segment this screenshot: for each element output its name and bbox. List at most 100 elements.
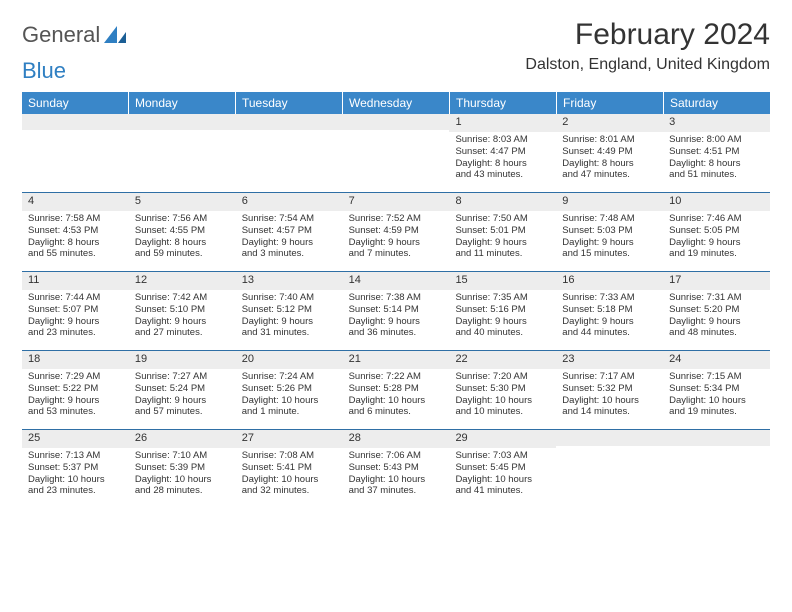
daylight1-text: Daylight: 10 hours <box>455 395 550 407</box>
daylight2-text: and 1 minute. <box>242 406 337 418</box>
sunrise-text: Sunrise: 7:17 AM <box>562 371 657 383</box>
day-number: 19 <box>129 351 236 369</box>
sunset-text: Sunset: 4:55 PM <box>135 225 230 237</box>
sunset-text: Sunset: 5:37 PM <box>28 462 123 474</box>
daylight1-text: Daylight: 10 hours <box>455 474 550 486</box>
day-number: 24 <box>663 351 770 369</box>
day-header: Wednesday <box>343 92 450 114</box>
day-cell <box>236 114 343 192</box>
day-cell: 19Sunrise: 7:27 AMSunset: 5:24 PMDayligh… <box>129 351 236 429</box>
day-number: 14 <box>343 272 450 290</box>
daylight1-text: Daylight: 9 hours <box>562 316 657 328</box>
calendar-page: General February 2024 Dalston, England, … <box>0 0 792 526</box>
day-cell: 27Sunrise: 7:08 AMSunset: 5:41 PMDayligh… <box>236 430 343 508</box>
day-number: 15 <box>449 272 556 290</box>
day-cell: 24Sunrise: 7:15 AMSunset: 5:34 PMDayligh… <box>663 351 770 429</box>
day-cell: 26Sunrise: 7:10 AMSunset: 5:39 PMDayligh… <box>129 430 236 508</box>
daylight1-text: Daylight: 8 hours <box>28 237 123 249</box>
daylight2-text: and 23 minutes. <box>28 327 123 339</box>
day-cell: 1Sunrise: 8:03 AMSunset: 4:47 PMDaylight… <box>449 114 556 192</box>
daylight2-text: and 19 minutes. <box>669 248 764 260</box>
day-header: Sunday <box>22 92 129 114</box>
sunrise-text: Sunrise: 7:20 AM <box>455 371 550 383</box>
day-cell: 6Sunrise: 7:54 AMSunset: 4:57 PMDaylight… <box>236 193 343 271</box>
day-body: Sunrise: 7:52 AMSunset: 4:59 PMDaylight:… <box>343 211 450 265</box>
week-row: 4Sunrise: 7:58 AMSunset: 4:53 PMDaylight… <box>22 193 770 272</box>
sunrise-text: Sunrise: 7:31 AM <box>669 292 764 304</box>
day-number: 28 <box>343 430 450 448</box>
day-header: Saturday <box>664 92 770 114</box>
day-number: 9 <box>556 193 663 211</box>
day-cell: 15Sunrise: 7:35 AMSunset: 5:16 PMDayligh… <box>449 272 556 350</box>
sunset-text: Sunset: 5:28 PM <box>349 383 444 395</box>
day-number: 6 <box>236 193 343 211</box>
day-body: Sunrise: 7:15 AMSunset: 5:34 PMDaylight:… <box>663 369 770 423</box>
day-body <box>343 130 450 136</box>
day-number: 5 <box>129 193 236 211</box>
day-body: Sunrise: 7:17 AMSunset: 5:32 PMDaylight:… <box>556 369 663 423</box>
sunset-text: Sunset: 4:51 PM <box>669 146 764 158</box>
day-cell: 14Sunrise: 7:38 AMSunset: 5:14 PMDayligh… <box>343 272 450 350</box>
daylight1-text: Daylight: 10 hours <box>349 395 444 407</box>
day-number: 13 <box>236 272 343 290</box>
day-body: Sunrise: 7:58 AMSunset: 4:53 PMDaylight:… <box>22 211 129 265</box>
sunset-text: Sunset: 5:07 PM <box>28 304 123 316</box>
day-body: Sunrise: 7:24 AMSunset: 5:26 PMDaylight:… <box>236 369 343 423</box>
daylight2-text: and 37 minutes. <box>349 485 444 497</box>
daylight1-text: Daylight: 9 hours <box>242 316 337 328</box>
sunrise-text: Sunrise: 7:22 AM <box>349 371 444 383</box>
brand-word-2: Blue <box>22 58 66 84</box>
day-number <box>556 430 663 446</box>
day-number <box>343 114 450 130</box>
day-body: Sunrise: 7:22 AMSunset: 5:28 PMDaylight:… <box>343 369 450 423</box>
day-number <box>236 114 343 130</box>
daylight1-text: Daylight: 9 hours <box>28 395 123 407</box>
day-number: 4 <box>22 193 129 211</box>
daylight1-text: Daylight: 9 hours <box>242 237 337 249</box>
day-body: Sunrise: 7:33 AMSunset: 5:18 PMDaylight:… <box>556 290 663 344</box>
location: Dalston, England, United Kingdom <box>525 56 770 74</box>
day-cell: 21Sunrise: 7:22 AMSunset: 5:28 PMDayligh… <box>343 351 450 429</box>
day-body: Sunrise: 7:20 AMSunset: 5:30 PMDaylight:… <box>449 369 556 423</box>
week-row: 11Sunrise: 7:44 AMSunset: 5:07 PMDayligh… <box>22 272 770 351</box>
daylight1-text: Daylight: 9 hours <box>562 237 657 249</box>
day-number: 7 <box>343 193 450 211</box>
daylight2-text: and 19 minutes. <box>669 406 764 418</box>
day-header: Friday <box>557 92 664 114</box>
sunrise-text: Sunrise: 7:06 AM <box>349 450 444 462</box>
day-cell: 12Sunrise: 7:42 AMSunset: 5:10 PMDayligh… <box>129 272 236 350</box>
sunset-text: Sunset: 5:45 PM <box>455 462 550 474</box>
daylight2-text: and 55 minutes. <box>28 248 123 260</box>
daylight1-text: Daylight: 8 hours <box>135 237 230 249</box>
day-cell: 13Sunrise: 7:40 AMSunset: 5:12 PMDayligh… <box>236 272 343 350</box>
day-cell: 22Sunrise: 7:20 AMSunset: 5:30 PMDayligh… <box>449 351 556 429</box>
day-body <box>236 130 343 136</box>
daylight1-text: Daylight: 10 hours <box>28 474 123 486</box>
daylight1-text: Daylight: 10 hours <box>562 395 657 407</box>
day-number <box>663 430 770 446</box>
sunset-text: Sunset: 4:59 PM <box>349 225 444 237</box>
sunrise-text: Sunrise: 7:03 AM <box>455 450 550 462</box>
daylight2-text: and 7 minutes. <box>349 248 444 260</box>
sunrise-text: Sunrise: 8:00 AM <box>669 134 764 146</box>
sunset-text: Sunset: 5:16 PM <box>455 304 550 316</box>
daylight2-text: and 11 minutes. <box>455 248 550 260</box>
daylight2-text: and 47 minutes. <box>562 169 657 181</box>
day-number <box>129 114 236 130</box>
daylight1-text: Daylight: 9 hours <box>349 237 444 249</box>
day-header-row: Sunday Monday Tuesday Wednesday Thursday… <box>22 92 770 114</box>
sunrise-text: Sunrise: 7:46 AM <box>669 213 764 225</box>
week-row: 1Sunrise: 8:03 AMSunset: 4:47 PMDaylight… <box>22 114 770 193</box>
daylight1-text: Daylight: 8 hours <box>455 158 550 170</box>
day-body: Sunrise: 7:06 AMSunset: 5:43 PMDaylight:… <box>343 448 450 502</box>
sunset-text: Sunset: 5:20 PM <box>669 304 764 316</box>
week-row: 25Sunrise: 7:13 AMSunset: 5:37 PMDayligh… <box>22 430 770 508</box>
day-number: 20 <box>236 351 343 369</box>
sunset-text: Sunset: 5:14 PM <box>349 304 444 316</box>
sunrise-text: Sunrise: 7:35 AM <box>455 292 550 304</box>
day-number <box>22 114 129 130</box>
sunrise-text: Sunrise: 8:03 AM <box>455 134 550 146</box>
day-body: Sunrise: 8:01 AMSunset: 4:49 PMDaylight:… <box>556 132 663 186</box>
sunrise-text: Sunrise: 7:50 AM <box>455 213 550 225</box>
daylight1-text: Daylight: 9 hours <box>455 237 550 249</box>
